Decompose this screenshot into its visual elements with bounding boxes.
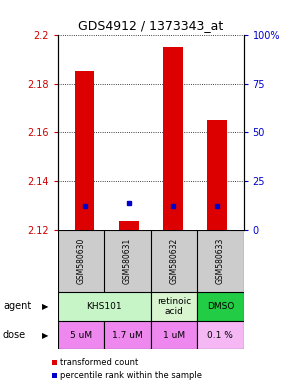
Text: retinoic
acid: retinoic acid: [157, 296, 191, 316]
Bar: [197, 292, 244, 321]
Bar: [58, 292, 151, 321]
Bar: [119, 220, 139, 230]
Text: 1 uM: 1 uM: [163, 331, 185, 339]
Text: GSM580631: GSM580631: [123, 238, 132, 284]
Text: percentile rank within the sample: percentile rank within the sample: [60, 371, 202, 380]
Bar: [207, 120, 227, 230]
Text: transformed count: transformed count: [60, 358, 139, 367]
Text: dose: dose: [3, 330, 26, 340]
Bar: [151, 292, 197, 321]
Text: ▶: ▶: [42, 302, 48, 311]
Bar: [163, 47, 183, 230]
Text: GSM580633: GSM580633: [216, 238, 225, 284]
Text: GSM580630: GSM580630: [77, 238, 86, 284]
Text: DMSO: DMSO: [207, 302, 234, 311]
Bar: [58, 321, 104, 349]
Title: GDS4912 / 1373343_at: GDS4912 / 1373343_at: [78, 19, 223, 32]
Text: agent: agent: [3, 301, 31, 311]
Bar: [197, 321, 244, 349]
Bar: [104, 321, 151, 349]
Bar: [151, 321, 197, 349]
Text: GSM580632: GSM580632: [169, 238, 179, 284]
Bar: [75, 71, 95, 230]
Text: 1.7 uM: 1.7 uM: [112, 331, 143, 339]
Text: 0.1 %: 0.1 %: [207, 331, 233, 339]
Text: KHS101: KHS101: [87, 302, 122, 311]
Text: 5 uM: 5 uM: [70, 331, 92, 339]
Text: ▶: ▶: [42, 331, 48, 339]
